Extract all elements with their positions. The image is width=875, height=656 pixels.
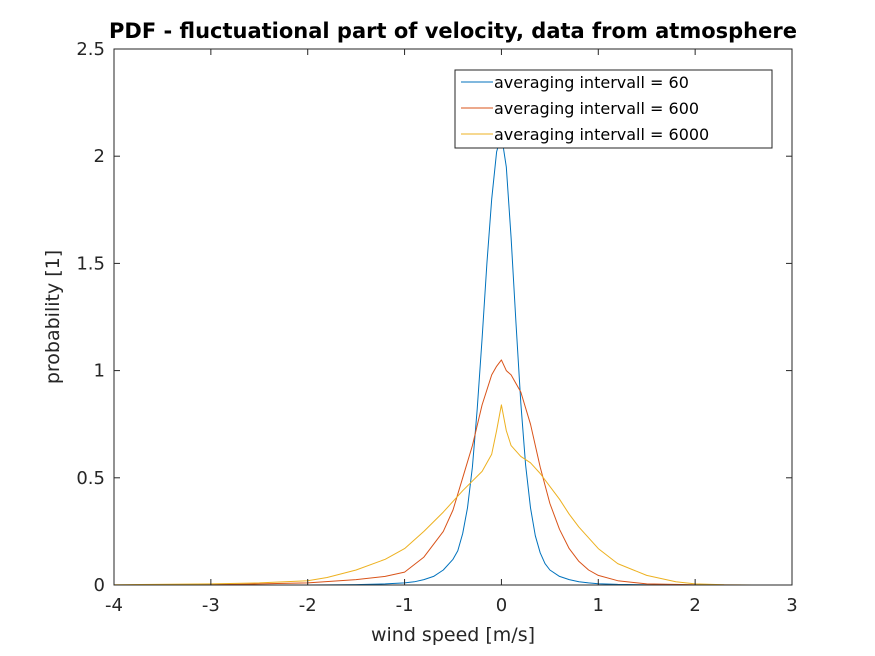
x-tick-label: -4 <box>105 595 123 616</box>
legend-label-1: averaging intervall = 60 <box>494 73 689 92</box>
series-line-3 <box>113 404 754 586</box>
y-tick-label: 1.5 <box>76 253 105 274</box>
x-tick-label: -2 <box>299 595 317 616</box>
legend: averaging intervall = 60 averaging interv… <box>454 69 773 149</box>
x-tick-label: -1 <box>396 595 414 616</box>
x-tick-label: -3 <box>202 595 220 616</box>
y-tick-label: 2.5 <box>76 39 105 60</box>
y-axis-ticks: 0 0.5 1 1.5 2 2.5 <box>76 39 792 596</box>
y-tick-label: 1 <box>94 361 105 382</box>
y-tick-label: 2 <box>94 146 105 167</box>
x-tick-label: 0 <box>496 595 507 616</box>
y-axis-label: probability [1] <box>42 250 64 384</box>
series-line-2 <box>113 359 744 586</box>
x-axis-label: wind speed [m/s] <box>371 624 535 646</box>
legend-label-2: averaging intervall = 600 <box>494 99 699 118</box>
x-tick-label: 1 <box>593 595 604 616</box>
axes-box <box>113 48 793 586</box>
chart-title: PDF - fluctuational part of velocity, da… <box>109 19 797 43</box>
x-axis-ticks: -4 -3 -2 -1 0 1 2 3 <box>105 49 798 616</box>
y-tick-label: 0.5 <box>76 468 105 489</box>
x-tick-label: 2 <box>689 595 700 616</box>
legend-box <box>454 69 773 149</box>
legend-label-3: averaging intervall = 6000 <box>494 125 709 144</box>
legend-items: averaging intervall = 60 averaging interv… <box>461 73 709 144</box>
x-tick-label: 3 <box>786 595 797 616</box>
y-tick-label: 0 <box>94 575 105 596</box>
